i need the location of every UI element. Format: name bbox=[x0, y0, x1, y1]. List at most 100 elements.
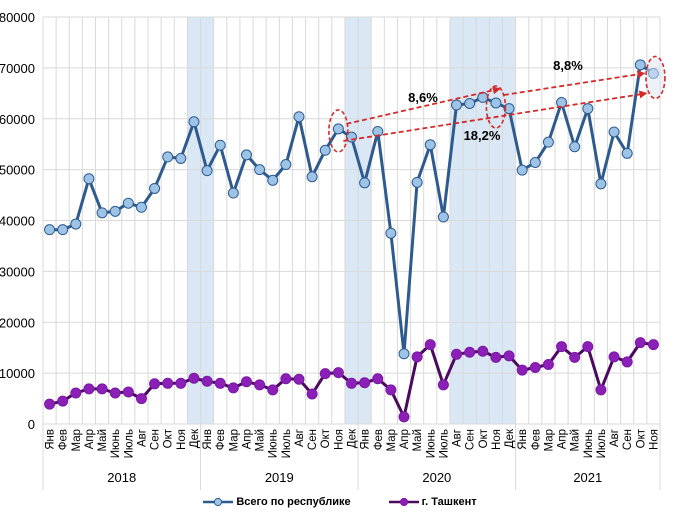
x-tick-label: Сен bbox=[307, 429, 319, 450]
data-point bbox=[254, 164, 266, 176]
x-tick-label: Сен bbox=[622, 429, 634, 450]
annotation-label: 8,8% bbox=[553, 58, 583, 73]
year-label: 2020 bbox=[422, 470, 451, 485]
data-point bbox=[437, 379, 449, 391]
x-tick-label: Апр bbox=[399, 429, 411, 449]
x-tick-label: Апр bbox=[241, 429, 253, 449]
x-tick-label: Май bbox=[97, 429, 109, 452]
data-point bbox=[319, 144, 331, 156]
data-point bbox=[490, 97, 502, 109]
x-tick-label: Дек bbox=[347, 428, 359, 448]
year-label: 2018 bbox=[107, 470, 136, 485]
legend-item-republic[interactable]: Всего по республике bbox=[203, 496, 351, 508]
x-tick-label: Апр bbox=[557, 429, 569, 449]
data-point bbox=[411, 351, 423, 363]
x-tick-label: Июль bbox=[281, 429, 293, 458]
x-tick-label: Янв bbox=[517, 429, 529, 450]
data-point bbox=[57, 395, 69, 407]
legend: Всего по республике г. Ташкент bbox=[0, 496, 680, 508]
data-point bbox=[240, 376, 252, 388]
y-tick-label: 30000 bbox=[0, 264, 35, 279]
data-point bbox=[503, 350, 515, 362]
x-tick-label: Янв bbox=[360, 429, 372, 450]
data-point bbox=[398, 348, 410, 360]
data-point bbox=[227, 187, 239, 199]
data-point bbox=[516, 164, 528, 176]
data-point bbox=[437, 211, 449, 223]
data-point bbox=[608, 351, 620, 363]
data-point bbox=[529, 157, 541, 169]
data-point bbox=[162, 151, 174, 163]
circle-highlight bbox=[328, 109, 349, 153]
y-tick-label: 60000 bbox=[0, 112, 35, 127]
x-tick-label: Янв bbox=[45, 429, 57, 450]
data-point bbox=[201, 165, 213, 177]
legend-item-tashkent[interactable]: г. Ташкент bbox=[388, 496, 477, 508]
year-label: 2019 bbox=[265, 470, 294, 485]
data-point bbox=[109, 387, 121, 399]
data-point bbox=[477, 345, 489, 357]
data-point bbox=[57, 224, 69, 236]
data-point bbox=[267, 174, 279, 186]
x-tick-label: Окт bbox=[163, 428, 175, 448]
data-point bbox=[162, 377, 174, 389]
legend-swatch-republic bbox=[203, 497, 234, 507]
data-point bbox=[83, 383, 95, 395]
data-point bbox=[306, 388, 318, 400]
data-point bbox=[451, 99, 463, 111]
y-tick-label: 10000 bbox=[0, 366, 35, 381]
x-tick-label: Сен bbox=[465, 429, 477, 450]
x-tick-label: Май bbox=[412, 429, 424, 452]
data-point bbox=[359, 377, 371, 389]
data-point bbox=[372, 125, 384, 137]
data-point bbox=[175, 377, 187, 389]
data-point bbox=[569, 351, 581, 363]
x-tick-label: Дек bbox=[189, 428, 201, 448]
data-point bbox=[122, 197, 134, 209]
series-lines bbox=[44, 59, 659, 423]
data-point bbox=[542, 136, 554, 148]
data-point bbox=[96, 207, 108, 219]
y-tick-label: 50000 bbox=[0, 163, 35, 178]
x-tick-label: Июнь bbox=[110, 429, 122, 458]
data-point bbox=[135, 201, 147, 213]
data-point bbox=[293, 373, 305, 385]
x-tick-label: Мар bbox=[71, 429, 83, 452]
arrow-8-6 bbox=[346, 86, 501, 125]
x-tick-label: Авг bbox=[609, 429, 621, 447]
data-point bbox=[621, 356, 633, 368]
x-tick-label: Ноя bbox=[176, 429, 188, 450]
annotation-label: 8,6% bbox=[408, 90, 438, 105]
circle-highlight bbox=[645, 55, 666, 100]
x-tick-label: Июль bbox=[596, 429, 608, 458]
data-point bbox=[634, 59, 646, 71]
data-point bbox=[332, 123, 344, 135]
x-tick-label: Июнь bbox=[583, 429, 595, 458]
data-point bbox=[70, 387, 82, 399]
x-tick-label: Фев bbox=[530, 429, 542, 450]
data-point bbox=[332, 367, 344, 379]
data-point bbox=[595, 384, 607, 396]
data-point bbox=[280, 373, 292, 385]
data-point bbox=[214, 377, 226, 389]
year-label: 2021 bbox=[573, 470, 602, 485]
x-tick-label: Июль bbox=[438, 429, 450, 458]
legend-label-republic: Всего по республике bbox=[236, 496, 351, 508]
data-point bbox=[464, 346, 476, 358]
circle-highlight bbox=[485, 85, 507, 129]
data-point bbox=[267, 384, 279, 396]
x-tick-label: Мар bbox=[228, 429, 240, 452]
x-tick-label: Ноя bbox=[648, 429, 660, 450]
data-point bbox=[109, 205, 121, 217]
x-axis: Янв Фев Мар Апр Май Июнь Июль Авг Сен Окт Ноя Дек Ян… bbox=[42, 424, 661, 490]
y-tick-label: 20000 bbox=[0, 315, 35, 330]
data-point bbox=[424, 139, 436, 151]
x-tick-label: Июль bbox=[123, 429, 135, 458]
data-point bbox=[451, 348, 463, 360]
data-point bbox=[188, 372, 200, 384]
data-point bbox=[359, 177, 371, 189]
data-point bbox=[529, 362, 541, 374]
data-point bbox=[149, 378, 161, 390]
x-tick-label: Июнь bbox=[268, 429, 280, 458]
